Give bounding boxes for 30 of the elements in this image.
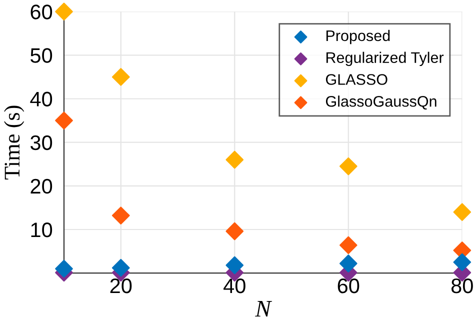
x-tick-label: 20 [110,278,132,294]
legend-label: GlassoGaussQn [326,96,436,110]
y-tick-label: 40 [30,92,52,106]
point [112,68,130,86]
x-axis-title: N [255,301,272,317]
y-axis-title: Time (s) [4,106,24,180]
point [453,203,472,221]
y-tick-label: 60 [30,4,52,20]
point [226,222,244,240]
point [55,260,73,278]
x-tick-label: 40 [224,278,246,294]
point [226,256,244,274]
y-tick-label: 20 [30,178,52,194]
legend-label: GLASSO [326,74,388,85]
legend-label: Proposed [326,30,390,44]
point [453,253,472,272]
point [112,258,130,277]
legend-label: Regularized Tyler [326,52,444,66]
point [226,150,244,169]
point [339,157,358,176]
point [55,112,73,130]
y-tick-label: 30 [30,135,52,150]
point [55,2,73,20]
y-tick-label: 10 [31,222,52,238]
x-tick-label: 80 [451,278,473,294]
point [339,254,358,272]
x-tick-label: 60 [338,278,360,294]
point [339,236,358,254]
y-tick-label: 50 [30,48,52,63]
point [112,206,130,224]
